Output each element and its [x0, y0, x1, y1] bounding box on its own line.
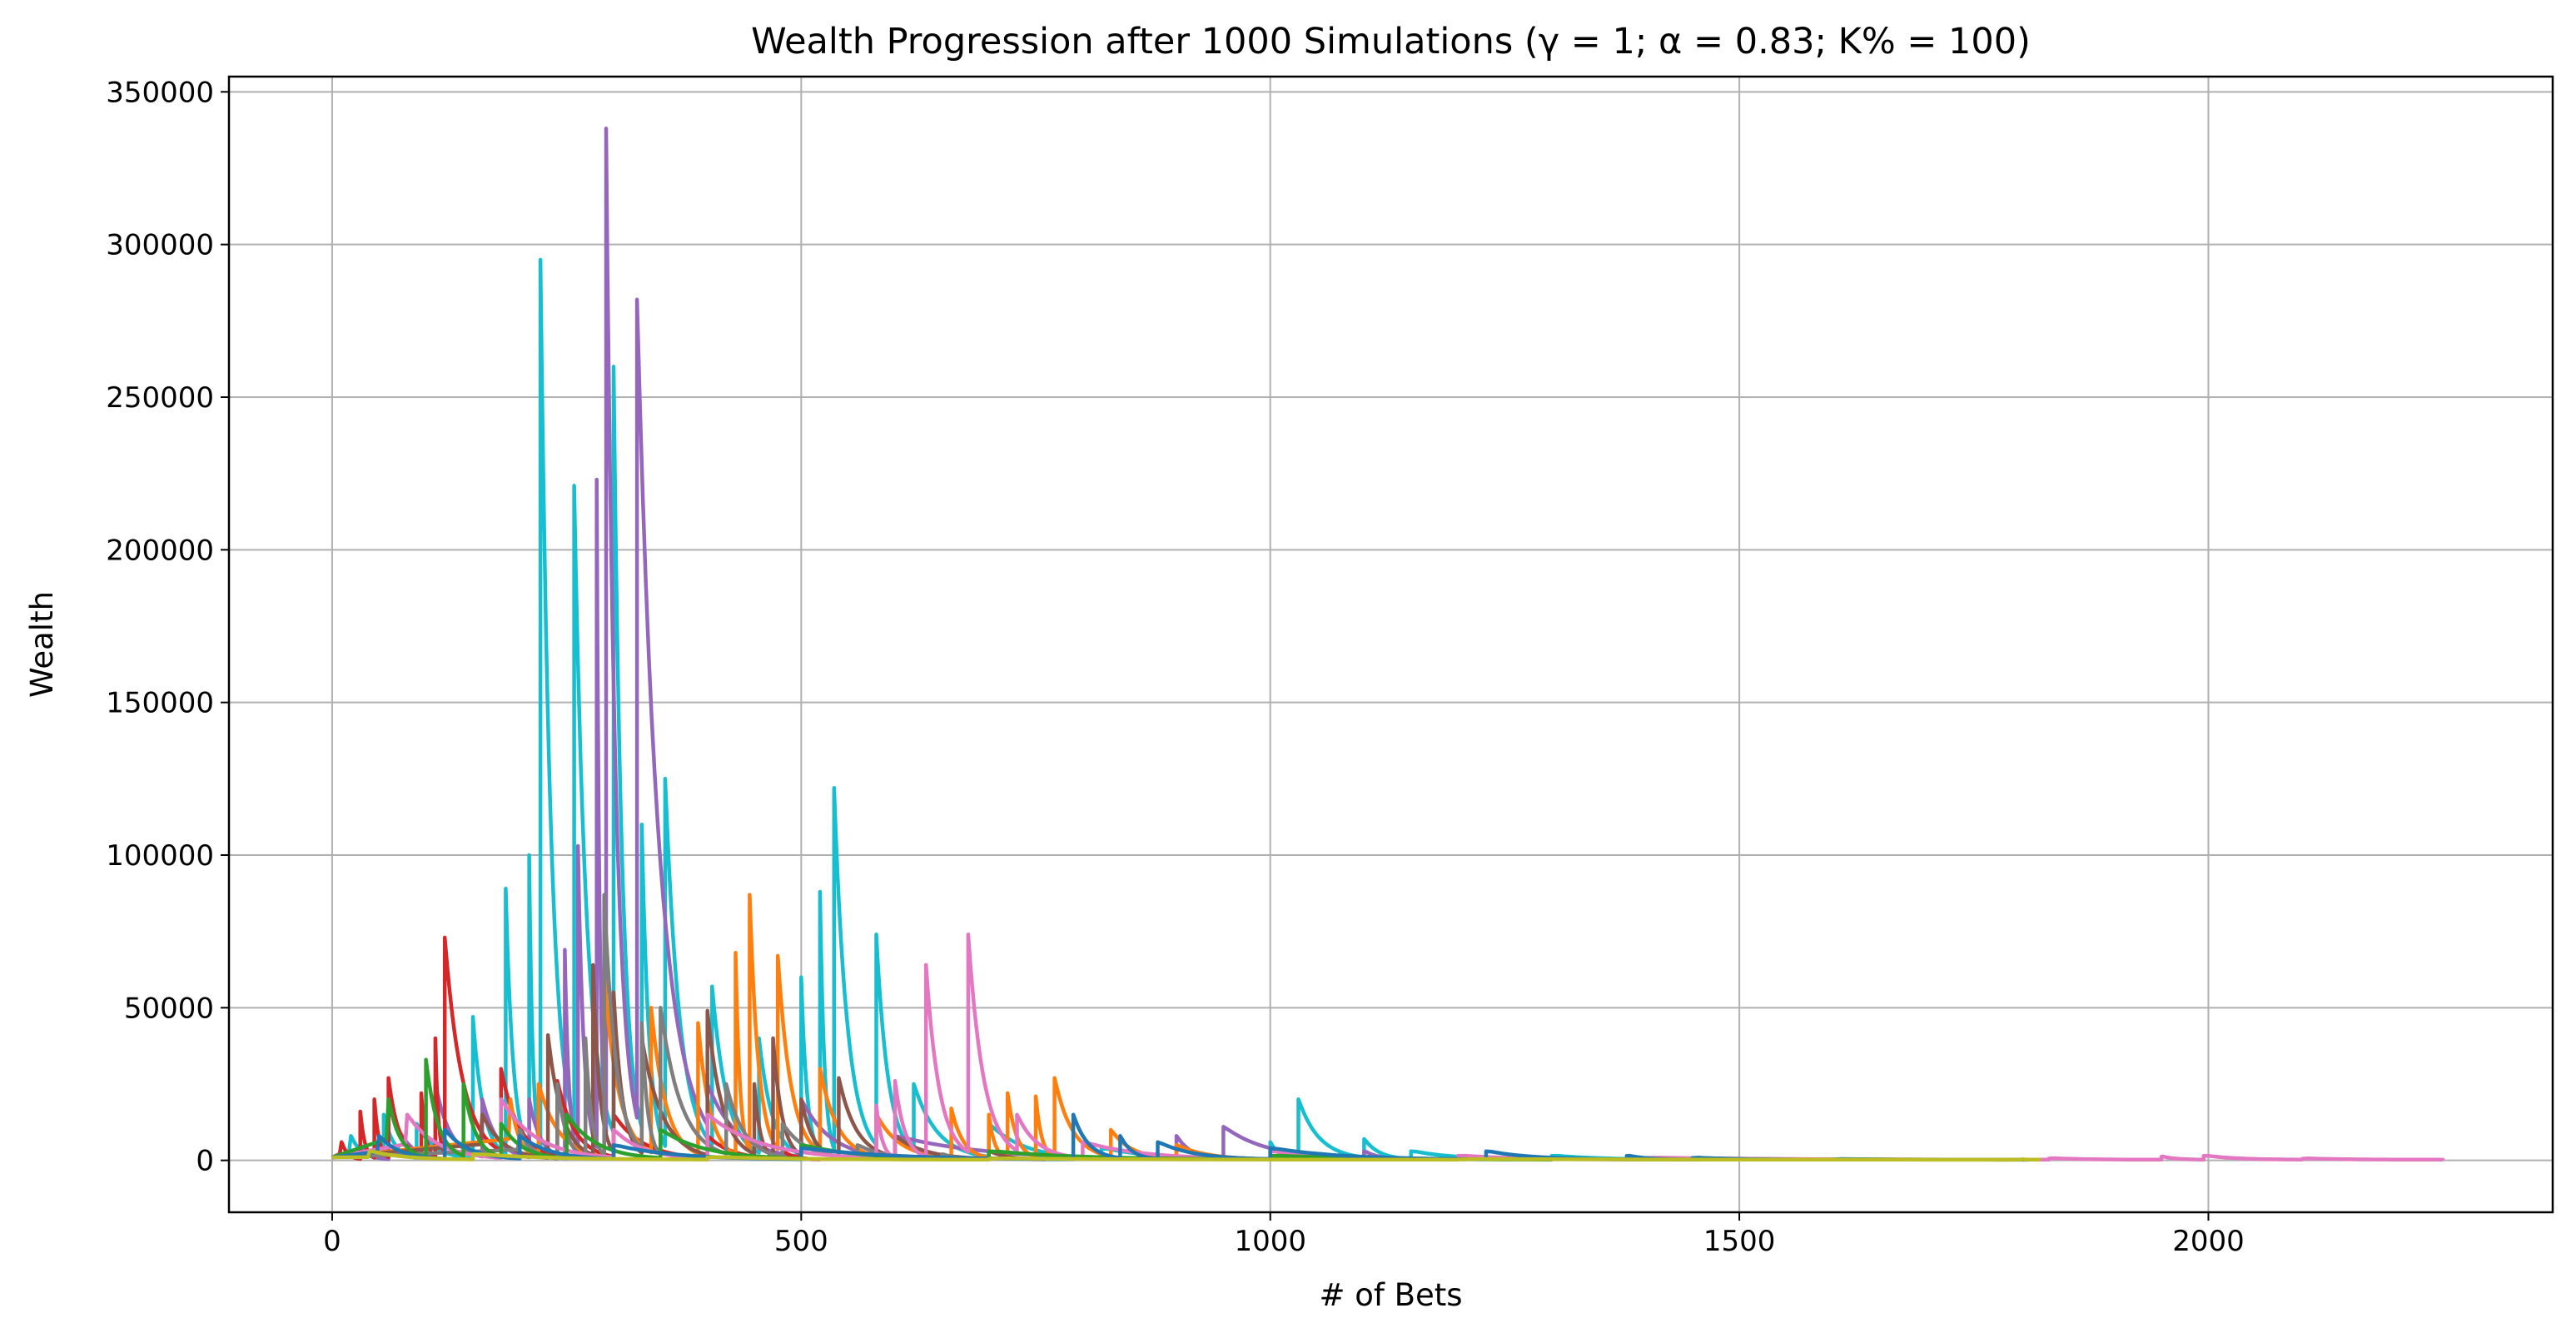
plot-frame — [227, 75, 2554, 1214]
x-tick-label: 1000 — [1234, 1225, 1306, 1258]
y-tick-label: 350000 — [106, 76, 214, 109]
y-tick-label: 100000 — [106, 839, 214, 873]
series-layer — [331, 127, 2445, 1162]
ticks: 0 500 1000 1500 2000 0 50000 100000 150000 200000… — [106, 76, 2245, 1258]
y-tick-label: 150000 — [106, 687, 214, 720]
y-axis-label: Wealth — [24, 591, 60, 698]
y-tick-label: 200000 — [106, 534, 214, 567]
y-tick-label: 300000 — [106, 229, 214, 262]
chart-title: Wealth Progression after 1000 Simulation… — [751, 21, 2031, 62]
series-line — [331, 933, 2445, 1162]
series-line — [331, 893, 991, 1161]
series-line — [331, 1149, 2041, 1162]
x-tick-label: 0 — [323, 1225, 341, 1258]
series-line — [331, 257, 1742, 1162]
x-tick-label: 2000 — [2172, 1225, 2245, 1258]
x-axis-label: # of Bets — [1319, 1277, 1462, 1313]
x-tick-label: 1500 — [1703, 1225, 1776, 1258]
y-tick-label: 50000 — [124, 992, 214, 1025]
x-tick-label: 500 — [774, 1225, 828, 1258]
y-tick-label: 0 — [196, 1145, 214, 1178]
series-line — [331, 127, 1413, 1161]
y-tick-label: 250000 — [106, 381, 214, 415]
